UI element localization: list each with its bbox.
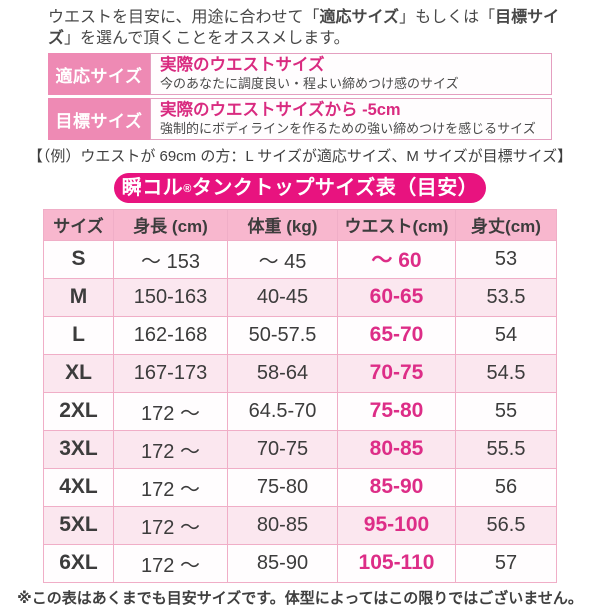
size-chart-title-banner: 瞬コル®タンクトップサイズ表（目安） bbox=[114, 172, 486, 203]
cell-weight: 75-80 bbox=[227, 467, 338, 507]
cell-size: 4XL bbox=[43, 467, 114, 507]
cell-length: 56 bbox=[455, 467, 557, 507]
fit-row-body: 実際のウエストサイズ 今のあなたに調度良い・程よい締めつけ感のサイズ bbox=[150, 53, 552, 96]
header-waist: ウエスト(cm) bbox=[337, 208, 456, 241]
cell-waist: 70-75 bbox=[337, 353, 456, 393]
cell-weight: 85-90 bbox=[227, 543, 338, 583]
cell-waist: 85-90 bbox=[337, 467, 456, 507]
cell-size: S bbox=[43, 239, 114, 279]
cell-length: 55 bbox=[455, 391, 557, 431]
cell-height: 172 ～ bbox=[113, 467, 228, 507]
size-row-5xl: 5XL 172 ～ 80-85 95-100 56.5 bbox=[43, 505, 557, 545]
intro-text: 」を選んで頂くことをオススメします。 bbox=[64, 30, 350, 48]
brand-name: 瞬コル bbox=[121, 176, 184, 199]
fit-row-description: 今のあなたに調度良い・程よい締めつけ感のサイズ bbox=[160, 75, 459, 91]
cell-size: L bbox=[43, 315, 114, 355]
header-length: 身丈(cm) bbox=[455, 208, 557, 241]
fit-guidance-table: 適応サイズ 実際のウエストサイズ 今のあなたに調度良い・程よい締めつけ感のサイズ… bbox=[48, 53, 552, 140]
size-row-6xl: 6XL 172 ～ 85-90 105-110 57 bbox=[43, 543, 557, 583]
size-table-header-row: サイズ 身長 (cm) 体重 (kg) ウエスト(cm) 身丈(cm) bbox=[43, 208, 557, 241]
fit-row-label: 目標サイズ bbox=[48, 98, 150, 140]
cell-length: 53 bbox=[455, 239, 557, 279]
cell-size: 2XL bbox=[43, 391, 114, 431]
cell-weight: 50-57.5 bbox=[227, 315, 338, 355]
cell-size: M bbox=[43, 277, 114, 317]
size-row-xl: XL 167-173 58-64 70-75 54.5 bbox=[43, 353, 557, 393]
cell-weight: 70-75 bbox=[227, 429, 338, 469]
cell-waist: 75-80 bbox=[337, 391, 456, 431]
cell-size: 5XL bbox=[43, 505, 114, 545]
cell-height: 167-173 bbox=[113, 353, 228, 393]
cell-waist: 95-100 bbox=[337, 505, 456, 545]
cell-weight: 64.5-70 bbox=[227, 391, 338, 431]
cell-weight: 40-45 bbox=[227, 277, 338, 317]
header-size: サイズ bbox=[43, 208, 114, 241]
cell-size: 6XL bbox=[43, 543, 114, 583]
cell-height: 172 ～ bbox=[113, 505, 228, 545]
intro-text: ウエストを目安に、用途に合わせて「 bbox=[48, 9, 320, 26]
cell-waist: 65-70 bbox=[337, 315, 456, 355]
size-row-m: M 150-163 40-45 60-65 53.5 bbox=[43, 277, 557, 317]
intro-term-fit-size: 適応サイズ bbox=[319, 9, 400, 26]
size-row-2xl: 2XL 172 ～ 64.5-70 75-80 55 bbox=[43, 391, 557, 431]
cell-waist: ～ 60 bbox=[337, 239, 456, 279]
cell-weight: 80-85 bbox=[227, 505, 338, 545]
cell-length: 57 bbox=[455, 543, 557, 583]
cell-height: 172 ～ bbox=[113, 543, 228, 583]
cell-waist: 60-65 bbox=[337, 277, 456, 317]
cell-length: 54 bbox=[455, 315, 557, 355]
fit-row-target: 目標サイズ 実際のウエストサイズから -5cm 強制的にボディラインを作るための… bbox=[48, 98, 552, 140]
fit-row-label: 適応サイズ bbox=[48, 53, 150, 96]
fit-row-body: 実際のウエストサイズから -5cm 強制的にボディラインを作るための強い締めつけ… bbox=[150, 98, 552, 140]
fit-row-description: 強制的にボディラインを作るための強い締めつけを感じるサイズ bbox=[160, 120, 536, 136]
cell-weight: 58-64 bbox=[227, 353, 338, 393]
cell-height: 172 ～ bbox=[113, 429, 228, 469]
size-table: サイズ 身長 (cm) 体重 (kg) ウエスト(cm) 身丈(cm) S ～ … bbox=[43, 208, 557, 583]
cell-waist: 80-85 bbox=[337, 429, 456, 469]
cell-length: 54.5 bbox=[455, 353, 557, 393]
cell-height: 162-168 bbox=[113, 315, 228, 355]
cell-size: XL bbox=[43, 353, 114, 393]
size-row-4xl: 4XL 172 ～ 75-80 85-90 56 bbox=[43, 467, 557, 507]
fit-row-heading: 実際のウエストサイズから -5cm bbox=[160, 101, 401, 120]
intro-text: 」もしくは「 bbox=[399, 9, 496, 26]
cell-length: 53.5 bbox=[455, 277, 557, 317]
header-weight: 体重 (kg) bbox=[227, 208, 338, 241]
cell-weight: ～ 45 bbox=[227, 239, 338, 279]
cell-waist: 105-110 bbox=[337, 543, 456, 583]
size-row-l: L 162-168 50-57.5 65-70 54 bbox=[43, 315, 557, 355]
registered-trademark-symbol: ® bbox=[183, 182, 192, 195]
size-row-s: S ～ 153 ～ 45 ～ 60 53 bbox=[43, 239, 557, 279]
example-note: 【（例）ウエストが 69cm の方：L サイズが適応サイズ、M サイズが目標サイ… bbox=[27, 147, 573, 165]
footer-disclaimer: ※この表はあくまでも目安サイズです。体型によってはこの限りではございません。 bbox=[17, 589, 583, 607]
cell-size: 3XL bbox=[43, 429, 114, 469]
size-row-3xl: 3XL 172 ～ 70-75 80-85 55.5 bbox=[43, 429, 557, 469]
banner-title: タンクトップサイズ表（目安） bbox=[191, 176, 479, 199]
intro-paragraph: ウエストを目安に、用途に合わせて「適応サイズ」もしくは「目標サイズ」を選んで頂く… bbox=[48, 7, 564, 49]
fit-row-adaptive: 適応サイズ 実際のウエストサイズ 今のあなたに調度良い・程よい締めつけ感のサイズ bbox=[48, 53, 552, 96]
fit-row-heading: 実際のウエストサイズ bbox=[160, 56, 325, 75]
cell-height: 172 ～ bbox=[113, 391, 228, 431]
cell-height: ～ 153 bbox=[113, 239, 228, 279]
intro-term-target-size: 目標サイズ bbox=[48, 9, 560, 48]
cell-length: 56.5 bbox=[455, 505, 557, 545]
header-height: 身長 (cm) bbox=[113, 208, 228, 241]
cell-height: 150-163 bbox=[113, 277, 228, 317]
cell-length: 55.5 bbox=[455, 429, 557, 469]
